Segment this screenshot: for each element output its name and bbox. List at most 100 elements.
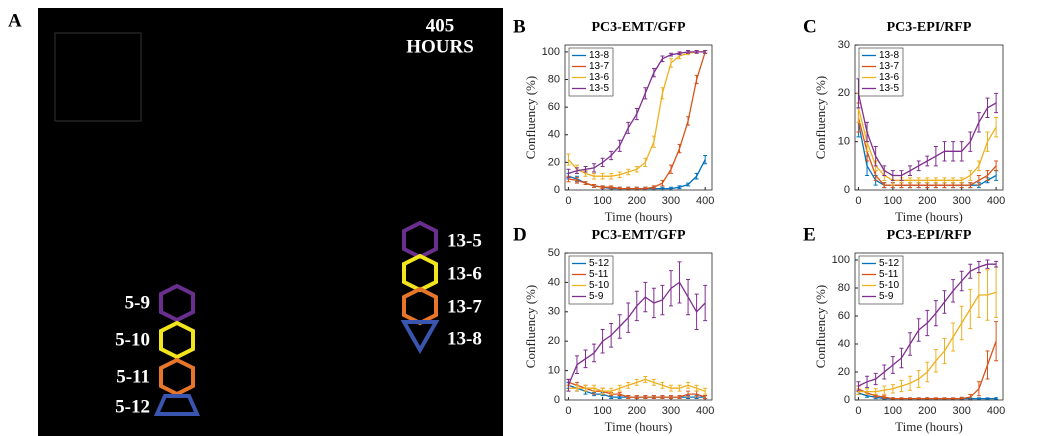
x-tick-label: 300 [953,405,971,417]
legend-label: 13-6 [879,72,899,83]
legend-label: 5-9 [879,291,894,302]
x-tick-label: 400 [696,405,714,417]
error-bar [994,397,999,400]
x-tick-label: 200 [628,195,646,207]
y-tick-label: 20 [548,156,560,168]
panel-label: C [803,16,817,37]
axes-box [564,44,713,191]
legend-label: 5-12 [589,258,609,269]
series-line [858,263,997,387]
y-tick-label: 40 [548,276,560,288]
region-label: 5-10 [115,329,150,350]
y-tick-label: 20 [838,87,850,99]
panel-label: B [513,16,526,37]
y-tick-label: 0 [554,394,560,406]
y-tick-label: 40 [548,129,560,141]
y-axis-label: Confluency (%) [813,285,828,368]
error-bar [994,117,999,138]
x-tick-label: 100 [593,405,611,417]
region-label: 13-8 [447,328,482,349]
panel-label: A [8,10,22,31]
legend-label: 13-5 [589,83,609,94]
x-axis-label: Time (hours) [605,419,673,434]
series-line [858,340,997,400]
inset-frame [54,32,142,122]
legend-label: 5-11 [879,269,899,280]
x-tick-label: 200 [628,405,646,417]
series-line [568,378,706,392]
legend-label: 13-8 [589,50,609,61]
region-markers [153,220,440,416]
y-tick-label: 0 [844,394,850,406]
y-axis-label: Confluency (%) [523,285,538,368]
x-axis-label: Time (hours) [605,209,673,224]
y-tick-label: 30 [548,306,560,318]
region-hex [159,320,195,360]
series-line [857,117,997,186]
x-tick-label: 0 [565,405,571,417]
series-line [567,51,706,177]
x-tick-label: 300 [662,195,680,207]
x-tick-label: 200 [918,195,936,207]
series-line [858,291,997,393]
y-tick-label: 60 [548,101,560,113]
series-line [567,281,706,386]
x-tick-label: 200 [918,405,936,417]
y-tick-label: 80 [548,73,560,85]
x-tick-label: 0 [855,195,861,207]
region-label: 13-5 [447,230,482,251]
series-line [568,381,706,398]
x-tick-label: 0 [565,195,571,207]
micrograph-background [38,8,503,436]
chart-title: PC3-EPI/RFP [887,20,972,35]
chart-title: PC3-EMT/GFP [591,20,686,35]
y-tick-label: 10 [548,365,560,377]
y-axis-label: Confluency (%) [813,76,828,159]
x-tick-label: 100 [884,195,902,207]
x-axis-label: Time (hours) [895,209,963,224]
x-tick-label: 300 [662,405,680,417]
error-bar [994,260,999,268]
y-tick-label: 100 [832,254,850,266]
legend-label: 5-10 [879,280,899,291]
series-line [857,107,997,181]
time-unit: HOURS [406,36,474,57]
legend-label: 5-10 [589,280,609,291]
x-tick-label: 400 [696,195,714,207]
chart-title: PC3-EPI/RFP [887,228,972,243]
y-tick-label: 60 [838,310,850,322]
axes-box [854,252,1004,401]
series-line [568,51,706,175]
x-tick-label: 400 [987,405,1005,417]
x-tick-label: 300 [953,195,971,207]
axes-box [854,44,1004,191]
series-line [857,93,997,177]
legend-label: 5-11 [589,269,609,280]
region-label: 13-7 [447,296,482,317]
y-tick-label: 40 [838,338,850,350]
error-bar [994,92,999,114]
region-triangle [400,320,440,355]
x-tick-label: 0 [855,405,861,417]
legend-label: 5-12 [879,258,899,269]
y-tick-label: 20 [838,366,850,378]
y-tick-label: 100 [542,46,560,58]
y-tick-label: 20 [548,335,560,347]
series-line [568,51,706,190]
error-bar [994,321,999,362]
chart-title: PC3-EMT/GFP [591,228,686,243]
axes-box [564,252,713,401]
y-tick-label: 0 [554,184,560,196]
y-tick-label: 30 [838,39,850,51]
x-axis-label: Time (hours) [895,419,963,434]
legend-label: 13-7 [879,61,899,72]
x-tick-label: 400 [987,195,1005,207]
panel-label: E [803,224,816,245]
legend-label: 13-8 [879,50,899,61]
time-value: 405 [426,15,455,36]
region-label: 5-11 [116,366,150,387]
x-tick-label: 100 [884,405,902,417]
y-tick-label: 0 [844,184,850,196]
region-label: 13-6 [447,263,482,284]
